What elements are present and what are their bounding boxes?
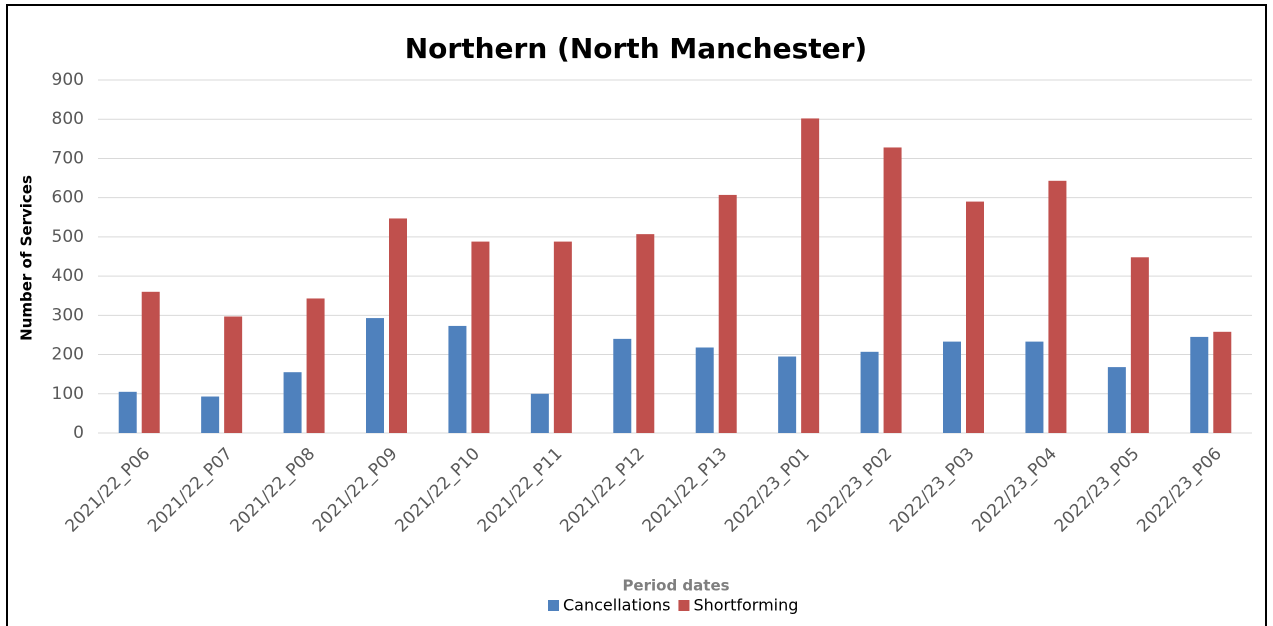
bar <box>471 241 490 433</box>
bar <box>118 391 137 433</box>
bar <box>943 341 961 433</box>
bar <box>1025 341 1044 433</box>
bar <box>966 201 984 433</box>
bar <box>636 234 655 433</box>
legend-label: Shortforming <box>693 596 798 615</box>
bar <box>1107 367 1126 433</box>
bar <box>801 118 820 433</box>
bar <box>201 396 220 433</box>
y-tick-label: 900 <box>52 70 84 90</box>
y-tick-label: 100 <box>52 384 84 404</box>
bar <box>389 218 407 433</box>
y-tick-label: 300 <box>52 305 84 325</box>
bar <box>366 318 384 433</box>
bar <box>448 325 467 433</box>
bar <box>306 298 325 433</box>
y-tick-label: 400 <box>52 266 84 286</box>
bar <box>718 194 737 433</box>
bar <box>613 338 632 433</box>
bar <box>1213 331 1232 433</box>
bar <box>141 291 160 433</box>
y-axis-label: Number of Services <box>18 175 36 341</box>
legend-swatch <box>548 600 559 611</box>
y-tick-label: 600 <box>52 188 84 208</box>
bar <box>283 372 302 433</box>
bar <box>224 316 243 433</box>
bar <box>1048 180 1067 433</box>
bar <box>860 351 879 433</box>
y-tick-label: 800 <box>52 109 84 129</box>
y-tick-label: 200 <box>52 345 84 365</box>
bar <box>695 347 714 433</box>
legend-label: Cancellations <box>563 596 670 615</box>
bar <box>553 241 572 433</box>
bar <box>1190 336 1209 433</box>
x-axis-label: Period dates <box>622 577 729 595</box>
bar <box>778 356 797 433</box>
chart-title: Northern (North Manchester) <box>405 32 867 65</box>
y-tick-label: 500 <box>52 227 84 247</box>
y-tick-label: 0 <box>73 423 84 443</box>
legend-swatch <box>678 600 690 611</box>
bar <box>530 393 549 433</box>
y-tick-label: 700 <box>52 148 84 168</box>
bar <box>1130 257 1149 433</box>
bar <box>883 147 902 433</box>
